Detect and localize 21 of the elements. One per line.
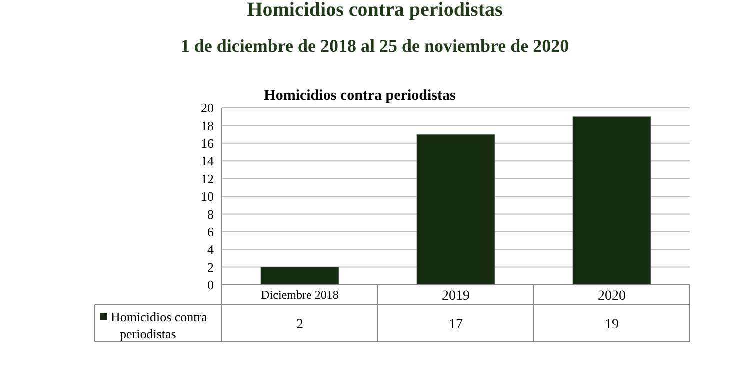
data-label: 2 bbox=[296, 317, 304, 332]
data-label: 17 bbox=[449, 317, 463, 332]
y-tick-label: 18 bbox=[201, 118, 214, 134]
x-tick-label: 2020 bbox=[598, 288, 626, 304]
data-label: 19 bbox=[605, 317, 619, 332]
y-tick-label: 6 bbox=[208, 224, 214, 240]
text: Homicidios contra periodistas bbox=[264, 88, 456, 104]
chart-subtitle: 1 de diciembre de 2018 al 25 de noviembre de 2020 bbox=[180, 36, 570, 56]
x-tick-label: 2019 bbox=[442, 288, 470, 304]
y-tick-label: 0 bbox=[208, 278, 214, 293]
y-tick-label: 8 bbox=[208, 206, 214, 222]
y-tick-label: 16 bbox=[201, 136, 214, 151]
chart-title: Homicidios contra periodistas bbox=[247, 0, 503, 21]
y-tick-label: 2 bbox=[208, 260, 214, 275]
y-tick-label: 14 bbox=[201, 154, 214, 169]
y-tick-label: 20 bbox=[201, 100, 214, 116]
y-tick-label: 12 bbox=[201, 171, 214, 186]
y-tick-label: 4 bbox=[208, 242, 214, 258]
y-tick-label: 10 bbox=[201, 189, 214, 204]
legend-label: Homicidios contra periodistas bbox=[111, 310, 208, 342]
x-tick-label: Diciembre 2018 bbox=[261, 288, 339, 302]
